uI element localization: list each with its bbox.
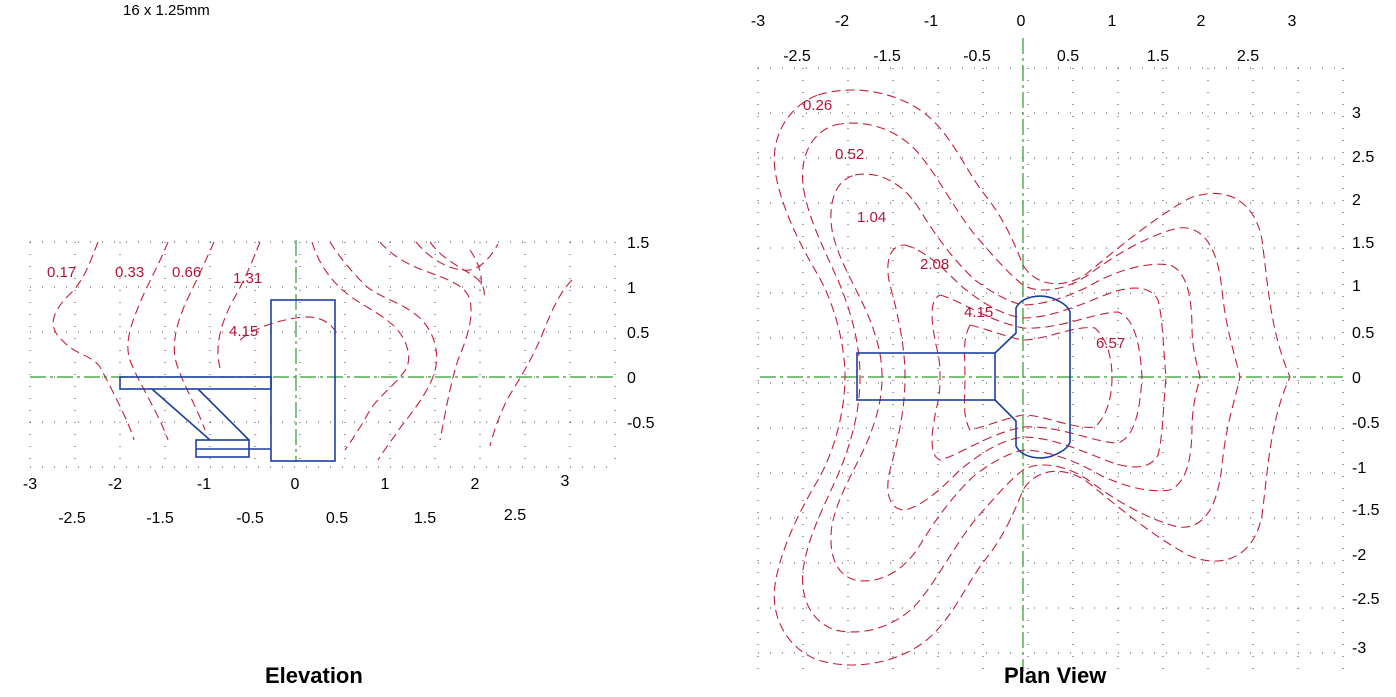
elevation-contour-loop-e (469, 249, 482, 291)
elevation-x-tick: -3 (23, 476, 37, 493)
plan-x-tick: -2.5 (783, 48, 811, 65)
plan-y-tick: 1.5 (1352, 235, 1374, 252)
elevation-contour-label-0.33: 0.33 (115, 264, 144, 281)
elevation-x-ticks: -3 -2 -1 0 1 2 3 -2.5 -1.5 -0.5 0.5 1.5 … (23, 473, 570, 527)
elevation-x-tick: -2.5 (58, 510, 86, 527)
elevation-x-tick: 0.5 (326, 510, 348, 527)
elevation-y-tick: 0.5 (627, 325, 649, 342)
elevation-contour-loop-d (429, 241, 485, 299)
plan-contour-4.15 (931, 294, 1143, 461)
elevation-x-tick: -1 (197, 476, 211, 493)
plan-x-tick: -0.5 (963, 48, 991, 65)
plan-contour-label-0.26: 0.26 (803, 97, 832, 114)
plan-contour-0.26 (773, 89, 1291, 666)
elevation-x-tick: 1 (381, 476, 390, 493)
elevation-x-tick: 2.5 (504, 507, 526, 524)
plan-y-tick: -1.5 (1352, 502, 1380, 519)
elevation-contour-4.15 (239, 316, 339, 341)
elevation-contour-top-wave (415, 241, 499, 271)
plan-contour-label-1.04: 1.04 (857, 209, 886, 226)
elevation-x-tick: 3 (561, 473, 570, 490)
plan-y-tick: 0 (1352, 370, 1361, 387)
elevation-contour-loop-a (311, 241, 410, 451)
elevation-contour-outer-right (489, 279, 573, 447)
elevation-fixture-brace-1 (151, 388, 211, 441)
plan-fixture (856, 295, 1071, 459)
elevation-fixture-brace-2 (197, 388, 250, 441)
plan-x-tick: -1.5 (873, 48, 901, 65)
plan-y-tick: 0.5 (1352, 325, 1374, 342)
plan-y-tick: -2 (1352, 547, 1366, 564)
elevation-contour-0.17 (52, 241, 135, 441)
plan-x-tick: 3 (1288, 13, 1297, 30)
plan-contour-0.52 (802, 122, 1241, 633)
plan-x-tick: 1.5 (1147, 48, 1169, 65)
plan-y-ticks: 3 2.5 2 1.5 1 0.5 0 -0.5 -1 -1.5 -2 -2.5… (1352, 105, 1380, 657)
plan-x-tick: 1 (1108, 13, 1117, 30)
elevation-x-tick: 0 (291, 476, 300, 493)
elevation-y-tick: 1 (627, 280, 636, 297)
header-note: 16 x 1.25mm (123, 2, 210, 19)
elevation-fixture (119, 299, 336, 462)
plan-contour-label-6.57: 6.57 (1096, 335, 1125, 352)
elevation-view: 0.17 0.33 0.66 1.31 4.15 -3 -2 -1 0 1 2 … (23, 235, 655, 527)
elevation-fixture-body (270, 299, 336, 462)
elevation-y-ticks: 1.5 1 0.5 0 -0.5 (627, 235, 655, 432)
elevation-contour-loop-c (379, 241, 472, 441)
elevation-title: Elevation (265, 663, 363, 688)
plan-y-tick: -1 (1352, 460, 1366, 477)
plan-x-tick: -3 (751, 13, 765, 30)
plan-contour-label-0.52: 0.52 (835, 146, 864, 163)
elevation-grid (29, 241, 616, 468)
plan-x-tick: 2.5 (1237, 48, 1259, 65)
elevation-contours (52, 241, 573, 461)
elevation-contour-0.33 (127, 241, 169, 441)
elevation-fixture-arm (119, 376, 272, 390)
plan-x-tick: 0 (1017, 13, 1026, 30)
plan-view: 0.26 0.52 1.04 2.08 4.15 6.57 -3 -2 -1 0… (751, 13, 1380, 675)
elevation-contour-label-0.66: 0.66 (172, 264, 201, 281)
plan-x-ticks: -3 -2 -1 0 1 2 3 -2.5 -1.5 -0.5 0.5 1.5 … (751, 13, 1297, 65)
plan-x-tick: -2 (835, 13, 849, 30)
plan-fixture-head (994, 295, 1071, 459)
elevation-contour-label-0.17: 0.17 (47, 264, 76, 281)
elevation-contour-0.66 (173, 241, 215, 431)
plan-y-tick: -3 (1352, 640, 1366, 657)
plan-x-tick: 0.5 (1057, 48, 1079, 65)
plan-y-tick: -2.5 (1352, 591, 1380, 608)
elevation-contour-label-1.31: 1.31 (233, 270, 262, 287)
plan-y-tick: 1 (1352, 278, 1361, 295)
plan-y-tick: -0.5 (1352, 415, 1380, 432)
elevation-y-tick: 1.5 (627, 235, 649, 252)
plan-contour-label-2.08: 2.08 (920, 256, 949, 273)
plan-contour-2.08 (887, 244, 1167, 511)
elevation-x-tick: 1.5 (414, 510, 436, 527)
elevation-x-tick: 2 (471, 476, 480, 493)
elevation-y-tick: 0 (627, 370, 636, 387)
plan-contour-label-4.15: 4.15 (964, 304, 993, 321)
plan-y-tick: 2 (1352, 192, 1361, 209)
elevation-x-tick: -0.5 (236, 510, 264, 527)
elevation-x-tick: -1.5 (146, 510, 174, 527)
plan-x-tick: 2 (1197, 13, 1206, 30)
plan-contours (773, 89, 1291, 666)
elevation-contour-1.31 (217, 241, 261, 369)
plan-y-tick: 3 (1352, 105, 1361, 122)
plan-x-tick: -1 (924, 13, 938, 30)
plan-contour-6.57 (963, 324, 1113, 431)
plan-y-tick: 2.5 (1352, 149, 1374, 166)
plan-view-title: Plan View (1004, 663, 1107, 688)
plan-contour-1.04 (830, 173, 1201, 582)
elevation-x-tick: -2 (108, 476, 122, 493)
elevation-contour-loop-b (329, 241, 438, 461)
plan-fixture-arm (856, 352, 996, 401)
elevation-contour-label-4.15: 4.15 (229, 323, 258, 340)
elevation-y-tick: -0.5 (627, 415, 655, 432)
